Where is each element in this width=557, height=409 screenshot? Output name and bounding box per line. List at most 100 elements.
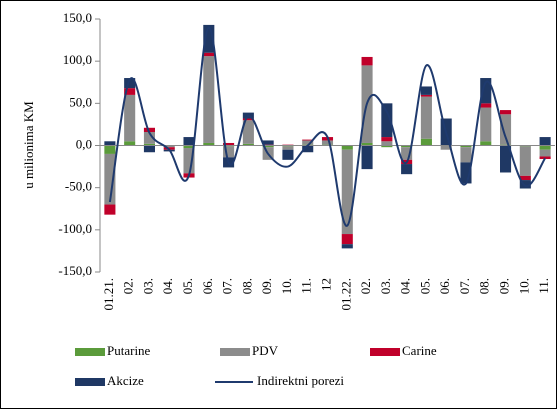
legend-swatch [220,348,250,356]
bar-segment [183,145,195,149]
bar-segment [282,146,294,150]
x-tick-label: 10. [279,278,294,294]
bar-segment [539,149,551,157]
x-tick-label: 09. [497,278,512,294]
bar-segment [302,145,314,153]
bar-segment [341,234,353,245]
bar-segment [381,103,393,138]
x-tick-label: 04. [398,278,413,294]
y-tick-label: -100,0 [58,221,92,236]
bar-segment [242,143,254,146]
bar-segment [183,137,195,146]
x-tick-label: 04. [160,278,175,294]
bar-segment [104,204,116,215]
y-tick-label: 50,0 [69,94,92,109]
bar-segment [183,148,195,174]
bar-segment [519,146,531,176]
bar-segment [539,156,551,159]
x-tick-label: 09. [259,278,274,294]
y-tick-label: -150,0 [58,263,92,278]
legend-label: Akcize [107,373,144,388]
x-tick-label: 12 [318,278,333,291]
bar-segment [519,175,531,181]
legend-label: Indirektni porezi [257,373,344,388]
x-tick-label: 01.21. [101,278,116,311]
bar-segment [401,147,413,160]
bar-segment [480,103,492,108]
bar-segment [143,132,155,144]
y-axis-label: u milionima KM [21,101,36,189]
bar-segment [420,86,432,95]
bar-segment [401,164,413,175]
bar-segment [203,24,215,53]
x-tick-label: 11. [536,278,551,294]
bar-segment [223,142,235,146]
bar-segment [262,145,274,148]
bar-segment [124,78,136,89]
bar-segment [143,145,155,153]
y-tick-label: 150,0 [63,10,92,25]
bar-segment [361,145,373,170]
bar-segment [104,141,116,146]
x-tick-label: 08. [239,278,254,294]
x-tick-label: 03. [378,278,393,294]
x-tick-label: 01.22. [338,278,353,311]
bar-segment [143,127,155,133]
bar-segment [341,244,353,249]
x-tick-label: 03. [140,278,155,294]
bar-segment [420,138,432,146]
bar-segment [242,120,254,144]
bar-segment [480,78,492,104]
legend-swatch [370,348,400,356]
bar-segment [420,96,432,139]
bar-segment [124,88,136,95]
line [108,26,546,227]
bar-segment [282,149,294,160]
bar-segment [124,141,136,146]
bar-segment [104,145,116,154]
bar-segment [341,145,353,150]
bar-segment [341,149,353,235]
x-tick-label: 06. [437,278,452,294]
bar-segment [381,141,393,146]
y-tick-label: 0,0 [76,136,92,151]
bar-segment [223,146,235,158]
legend-label: Putarine [107,343,151,358]
bar-segment [401,145,413,148]
bar-segment [500,110,512,115]
bar-segment [440,145,452,150]
x-tick-label: 02. [358,278,373,294]
x-tick-label: 02. [121,278,136,294]
bar-segment [420,94,432,97]
bar-segment [242,118,254,121]
x-tick-label: 10. [516,278,531,294]
bar-segment [460,145,472,148]
bar-segment [203,56,215,143]
bar-segment [480,107,492,142]
x-tick-label: 08. [477,278,492,294]
legend-label: PDV [252,343,279,358]
bar-segment [460,147,472,163]
x-tick-label: 05. [180,278,195,294]
bar-segment [519,180,531,189]
y-tick-label: -50,0 [65,179,92,194]
bar-segment [500,145,512,173]
bar-segment [143,143,155,146]
x-tick-label: 06. [200,278,215,294]
x-tick-label: 11. [299,278,314,294]
bar-segment [163,145,175,148]
bar-segment [381,137,393,142]
legend-swatch [75,348,105,356]
bar-segment [302,140,314,145]
bar-segment [539,137,551,146]
x-tick-label: 07. [457,278,472,294]
bar-segment [460,162,472,184]
bar-segment [302,139,314,141]
bar-segment [539,145,551,150]
y-tick-label: 100,0 [63,52,92,67]
bar-segment [381,145,393,148]
legend-swatch [75,378,105,386]
bar-segment [262,140,274,145]
